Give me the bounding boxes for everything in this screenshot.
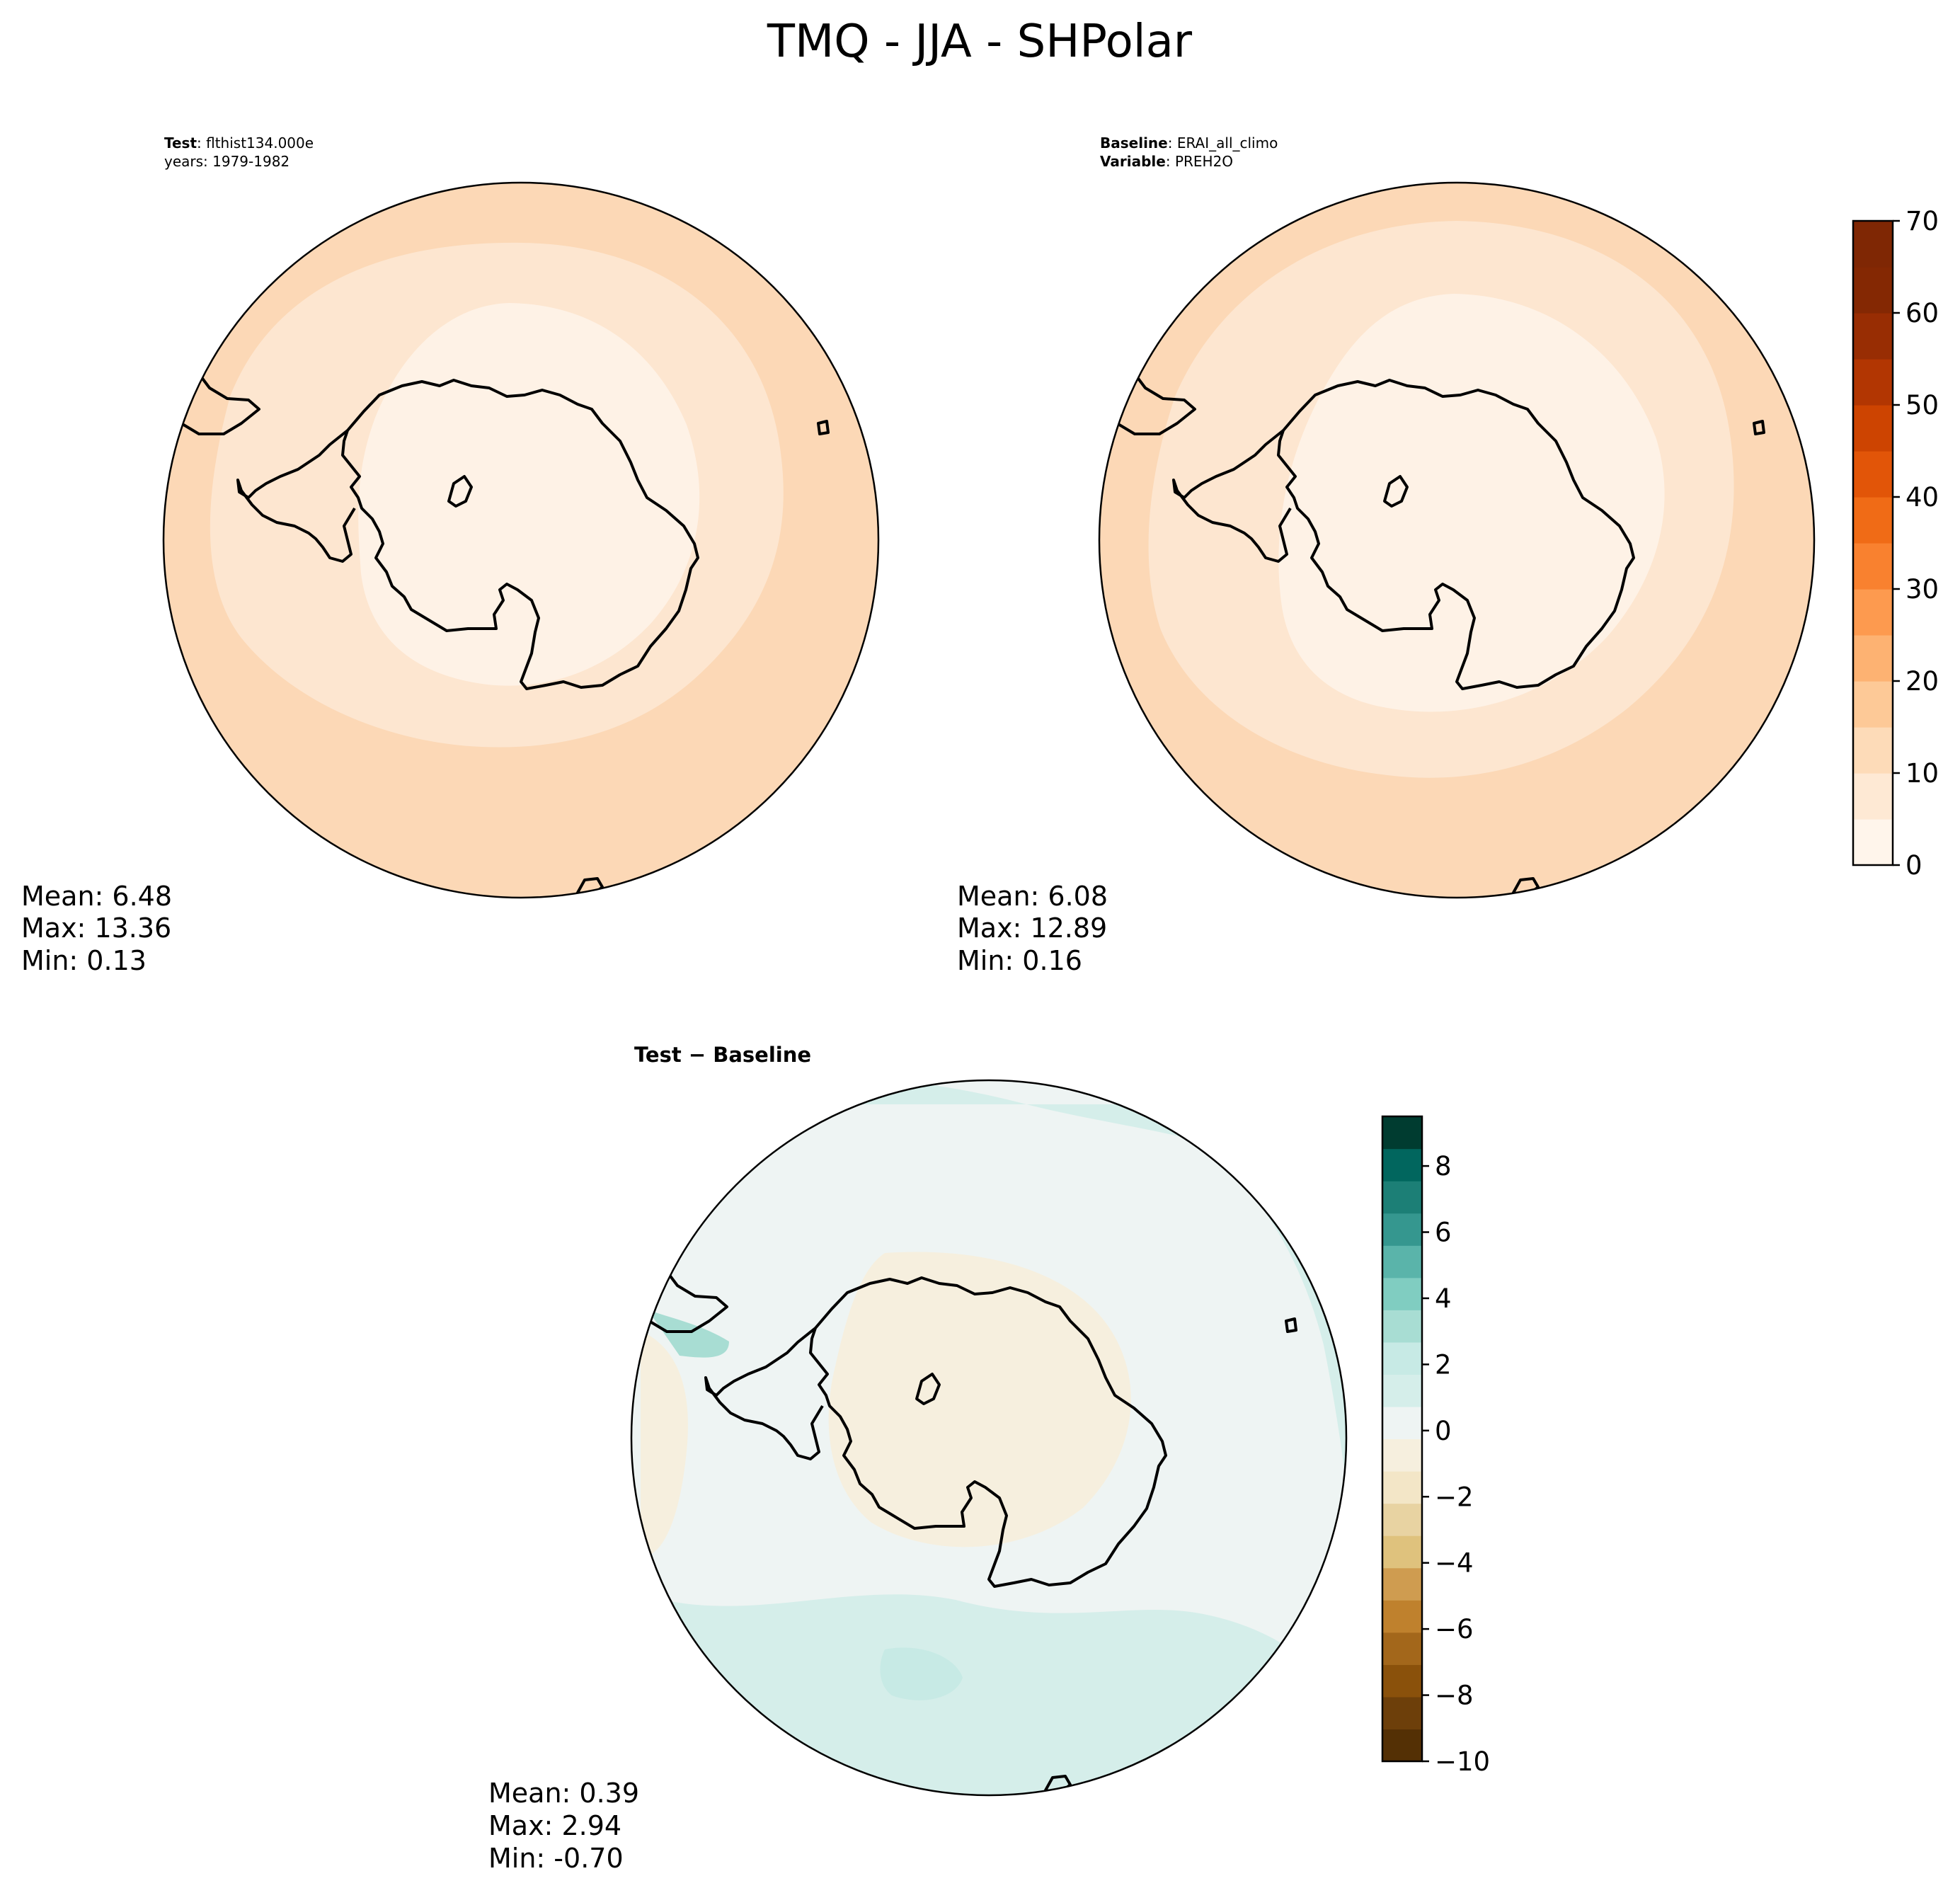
panel-difference: Test − Baseline Mean: 0.39 Max: 2.94 Min… [488, 1043, 1348, 1874]
test-header-label: Test [164, 135, 197, 151]
difference-stat-max: Max: 2.94 [488, 1810, 621, 1841]
test-map [164, 183, 878, 898]
colorbar-difference-tick-label: −2 [1435, 1482, 1474, 1512]
baseline-map [1099, 183, 1814, 898]
colorbar-main-level-3 [1853, 681, 1893, 728]
colorbar-main-level-10 [1853, 359, 1893, 406]
colorbar-main-level-8 [1853, 451, 1893, 498]
colorbar-difference-level-13 [1382, 1310, 1422, 1343]
test-stat-max: Max: 13.36 [21, 912, 171, 944]
colorbar-difference-level-17 [1382, 1181, 1422, 1214]
colorbar-main-level-9 [1853, 405, 1893, 452]
difference-region-center [828, 1252, 1131, 1547]
colorbar-main-tick-label: 0 [1905, 850, 1922, 881]
figure-title: TMQ - JJA - SHPolar [767, 16, 1193, 68]
colorbar-main-tick-label: 30 [1905, 574, 1939, 605]
test-stat-min: Min: 0.13 [21, 945, 147, 976]
colorbar-difference-level-3 [1382, 1632, 1422, 1665]
colorbar-difference-level-0 [1382, 1729, 1422, 1762]
colorbar-difference-level-14 [1382, 1277, 1422, 1310]
colorbar-difference-level-2 [1382, 1664, 1422, 1698]
test-band-inner [358, 303, 700, 686]
colorbar-difference-tick-label: −6 [1435, 1614, 1474, 1644]
colorbar-difference-tick-label: 8 [1435, 1151, 1452, 1182]
baseline-header-label: Baseline [1100, 135, 1168, 151]
colorbar-difference-level-10 [1382, 1406, 1422, 1440]
difference-map-border [630, 1079, 1348, 1797]
colorbar-difference-tick-label: 2 [1435, 1349, 1452, 1380]
baseline-band-inner [1278, 294, 1665, 712]
colorbar-difference-level-6 [1382, 1535, 1422, 1569]
colorbar-main-level-7 [1853, 497, 1893, 544]
colorbar-difference-tick-label: 4 [1435, 1283, 1452, 1314]
baseline-stat-mean: Mean: 6.08 [957, 881, 1108, 912]
colorbar-main-tick-label: 20 [1905, 666, 1939, 697]
colorbar-main-level-6 [1853, 543, 1893, 590]
colorbar-main-level-0 [1853, 819, 1893, 866]
colorbar-main-level-5 [1853, 589, 1893, 636]
colorbar-difference-level-18 [1382, 1148, 1422, 1182]
colorbar-difference-level-15 [1382, 1245, 1422, 1278]
colorbar-difference-level-11 [1382, 1374, 1422, 1407]
panel-baseline: Baseline: ERAI_all_climo Variable: PREH2… [957, 135, 1816, 976]
colorbar-difference-level-12 [1382, 1341, 1422, 1375]
colorbar-main: 0 10 20 30 40 50 60 70 [1852, 206, 1939, 881]
difference-region-sa [648, 1310, 729, 1358]
colorbar-main-tick-label: 70 [1905, 206, 1939, 236]
colorbar-difference-tick-label: −4 [1435, 1548, 1474, 1579]
colorbar-difference-frame [1381, 1115, 1423, 1763]
colorbar-difference-level-9 [1382, 1438, 1422, 1472]
test-header-line2: years: 1979-1982 [164, 153, 290, 170]
baseline-header-line2: Variable: PREH2O [1100, 153, 1233, 170]
test-header-value: : flthist134.000e [197, 135, 314, 151]
colorbar-difference-level-1 [1382, 1696, 1422, 1730]
colorbar-main-level-13 [1853, 221, 1893, 268]
colorbar-main-level-12 [1853, 267, 1893, 314]
colorbar-difference-level-19 [1382, 1116, 1422, 1150]
panel-test: Test: flthist134.000e years: 1979-1982 M… [21, 135, 880, 976]
difference-stat-mean: Mean: 0.39 [488, 1778, 639, 1809]
test-stat-mean: Mean: 6.48 [21, 881, 172, 912]
difference-region-left [641, 1331, 688, 1557]
baseline-header-line1: Baseline: ERAI_all_climo [1100, 135, 1278, 151]
colorbar-main-level-2 [1853, 727, 1893, 774]
colorbar-main-level-11 [1853, 313, 1893, 360]
baseline-variable-value: : PREH2O [1166, 153, 1233, 170]
difference-map [631, 1080, 1346, 1795]
colorbar-difference-tick-label: 0 [1435, 1416, 1452, 1446]
colorbar-difference-tick-label: 6 [1435, 1218, 1452, 1248]
colorbar-difference-tick-label: −8 [1435, 1681, 1474, 1711]
colorbar-main-tick-label: 60 [1905, 298, 1939, 328]
difference-region-bottom [637, 1593, 1345, 1795]
colorbar-difference-level-16 [1382, 1213, 1422, 1246]
baseline-header-value: : ERAI_all_climo [1168, 135, 1278, 151]
difference-stat-min: Min: -0.70 [488, 1843, 624, 1874]
baseline-map-border [1098, 181, 1816, 899]
colorbar-main-tick-label: 40 [1905, 482, 1939, 513]
test-map-border [162, 181, 880, 899]
difference-header: Test − Baseline [634, 1043, 811, 1067]
baseline-stat-min: Min: 0.16 [957, 945, 1082, 976]
test-header-line1: Test: flthist134.000e [164, 135, 314, 151]
colorbar-difference-level-7 [1382, 1503, 1422, 1536]
baseline-stat-max: Max: 12.89 [957, 912, 1107, 944]
colorbar-difference-level-4 [1382, 1600, 1422, 1633]
colorbar-difference-level-8 [1382, 1471, 1422, 1504]
colorbar-main-level-1 [1853, 773, 1893, 820]
difference-region-bottom-peak [880, 1647, 963, 1700]
colorbar-difference-level-5 [1382, 1567, 1422, 1601]
colorbar-difference: −10 −8 −6 −4 −2 0 2 4 6 8 [1381, 1115, 1490, 1777]
colorbar-main-level-4 [1853, 635, 1893, 682]
colorbar-difference-tick-label: −10 [1435, 1746, 1490, 1777]
baseline-variable-label: Variable [1100, 153, 1166, 170]
colorbar-main-tick-label: 50 [1905, 390, 1939, 420]
colorbar-main-tick-label: 10 [1905, 758, 1939, 789]
colorbar-main-frame [1852, 219, 1894, 866]
